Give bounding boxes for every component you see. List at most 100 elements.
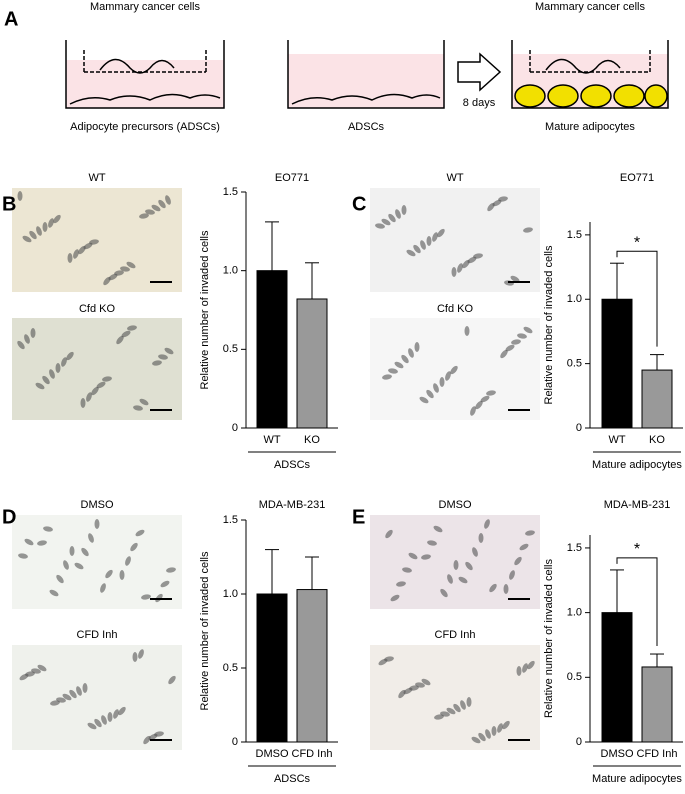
significance-bracket	[616, 557, 658, 647]
cell	[141, 594, 151, 600]
cell	[55, 363, 61, 373]
cell	[514, 556, 522, 566]
cell	[502, 720, 510, 730]
cell	[18, 553, 28, 559]
image-label: Cfd KO	[437, 303, 474, 315]
cell	[139, 398, 149, 406]
cell	[37, 540, 47, 546]
y-tick-label: 1.5	[223, 186, 238, 198]
y-axis-label: Relative number of invaded cells	[199, 230, 211, 389]
x-tick-label: KO	[304, 434, 320, 446]
cell	[439, 377, 445, 387]
y-axis-label: Relative number of invaded cells	[543, 245, 555, 404]
cell	[480, 395, 490, 403]
cell	[382, 374, 392, 380]
cell	[148, 733, 158, 741]
cell	[17, 340, 25, 350]
y-tick-label: 0.5	[223, 662, 238, 674]
cell	[105, 569, 113, 579]
cell	[523, 227, 533, 233]
y-tick-label: 0	[576, 736, 582, 748]
cell	[102, 376, 112, 382]
cell	[467, 256, 477, 264]
image-label: DMSO	[81, 499, 114, 511]
cell	[517, 333, 527, 339]
cell	[96, 381, 106, 389]
y-axis-label: Relative number of invaded cells	[543, 559, 555, 718]
cell	[29, 230, 37, 240]
cell	[22, 235, 32, 243]
cell	[103, 276, 111, 286]
bar	[256, 593, 288, 743]
cell	[527, 660, 535, 670]
cell	[81, 547, 89, 557]
cell	[445, 371, 451, 381]
cell	[458, 576, 468, 584]
y-tick-label: 1.0	[567, 607, 582, 619]
cell	[152, 360, 162, 366]
micrograph	[12, 645, 182, 750]
cell	[460, 700, 466, 710]
cell	[143, 735, 151, 745]
cell	[76, 686, 82, 696]
cell	[394, 361, 404, 369]
x-tick-label: WT	[263, 434, 280, 446]
y-tick-label: 0	[232, 736, 238, 748]
cell	[511, 339, 521, 345]
cell	[433, 383, 439, 393]
cell	[505, 344, 515, 352]
cell	[42, 222, 48, 232]
cell	[133, 405, 143, 411]
cell	[24, 538, 34, 546]
cell	[475, 400, 483, 410]
cell	[432, 232, 438, 242]
y-axis-label: Relative number of invaded cells	[199, 551, 211, 710]
cell	[484, 519, 490, 529]
y-tick-label: 1.0	[567, 293, 582, 305]
panel-label: A	[4, 8, 18, 30]
cell	[107, 712, 113, 722]
cell	[421, 554, 431, 560]
cell	[427, 540, 437, 546]
cell	[73, 249, 79, 259]
cell	[56, 574, 64, 584]
cell	[516, 666, 522, 676]
cell	[120, 266, 130, 272]
cell	[440, 588, 448, 598]
cell	[453, 560, 459, 570]
x-tick-label: DMSO	[601, 748, 634, 760]
cell	[78, 245, 86, 255]
image-label: DMSO	[439, 499, 472, 511]
chart-title: MDA-MB-231	[259, 499, 326, 511]
bar	[641, 369, 673, 429]
bar	[641, 666, 673, 743]
bar	[256, 270, 288, 429]
cell	[108, 273, 118, 281]
cell	[491, 726, 497, 736]
cell	[403, 687, 413, 695]
cell	[509, 570, 515, 580]
cell	[145, 209, 155, 215]
cell	[158, 199, 166, 209]
y-tick-label: 0	[232, 422, 238, 434]
group-label: Mature adipocytes	[592, 459, 682, 471]
cell	[401, 354, 409, 364]
y-tick-label: 1.0	[223, 588, 238, 600]
image-label: CFD Inh	[435, 629, 476, 641]
cell	[446, 707, 456, 715]
cell	[462, 259, 470, 269]
bar	[601, 298, 633, 429]
y-tick-label: 0.5	[223, 343, 238, 355]
cell	[168, 675, 176, 685]
cell	[119, 570, 125, 580]
cell	[525, 530, 535, 536]
cell	[451, 267, 457, 277]
cell	[164, 347, 174, 355]
cell	[470, 406, 476, 416]
significance-label: *	[634, 234, 640, 251]
cell	[402, 567, 412, 573]
group-label: ADSCs	[274, 459, 311, 471]
y-tick-label: 1.5	[567, 229, 582, 241]
cell	[390, 594, 400, 602]
cell	[421, 678, 431, 686]
